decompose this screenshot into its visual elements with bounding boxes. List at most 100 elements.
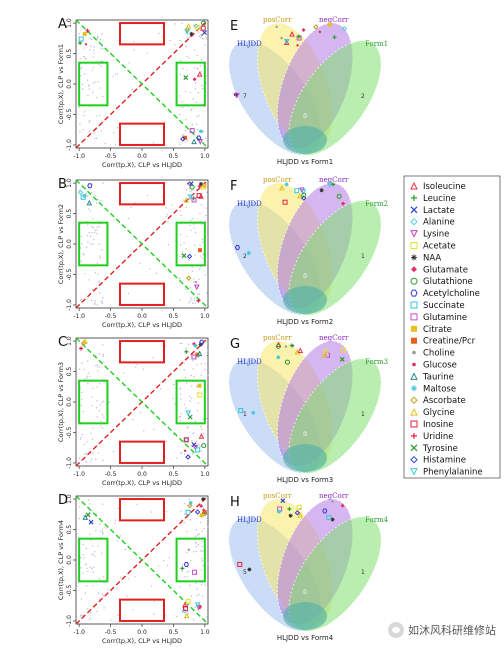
metabolite-point — [181, 253, 187, 259]
legend-label: Glucose — [423, 361, 457, 371]
background-point — [78, 368, 81, 370]
background-point — [165, 614, 167, 616]
background-point — [92, 82, 94, 84]
background-point — [90, 432, 92, 434]
background-point — [186, 571, 189, 573]
background-point — [91, 218, 94, 220]
background-point — [122, 372, 125, 374]
background-point — [91, 405, 93, 407]
background-point — [136, 503, 138, 506]
panel-letter: F — [230, 179, 237, 194]
metabolite-point — [340, 503, 345, 508]
background-point — [193, 67, 196, 69]
metabolite-point — [331, 182, 336, 187]
background-point — [189, 300, 191, 303]
background-point — [193, 223, 195, 225]
background-point — [99, 530, 102, 532]
background-point — [196, 534, 199, 536]
background-point — [104, 527, 107, 529]
background-point — [166, 564, 169, 566]
background-point — [134, 576, 136, 578]
background-point — [200, 569, 203, 572]
count-center: 0 — [303, 431, 307, 438]
metabolite-point — [279, 184, 285, 191]
background-point — [190, 109, 192, 112]
background-point — [195, 550, 197, 553]
background-point — [179, 143, 181, 145]
background-point — [82, 410, 84, 413]
background-point — [102, 120, 104, 123]
background-point — [79, 123, 81, 125]
metabolite-point — [197, 392, 203, 398]
x-tick-label: -0.5 — [105, 313, 117, 320]
background-point — [180, 413, 182, 415]
background-point — [201, 238, 204, 241]
background-point — [193, 244, 195, 246]
background-point — [88, 232, 91, 234]
background-point — [96, 262, 99, 265]
background-point — [183, 369, 185, 371]
background-point — [194, 420, 197, 423]
background-point — [198, 114, 200, 116]
background-point — [202, 38, 205, 40]
background-point — [179, 387, 182, 390]
background-point — [179, 73, 182, 76]
panel-letter: E — [230, 19, 238, 34]
background-point — [189, 584, 191, 586]
background-point — [179, 299, 181, 301]
red-box-bottom — [119, 282, 165, 306]
background-point — [98, 282, 101, 284]
metabolite-point — [194, 280, 198, 284]
background-point — [79, 299, 82, 301]
background-point — [86, 377, 88, 379]
legend-icon — [410, 313, 418, 321]
background-point — [163, 559, 165, 562]
background-point — [193, 619, 195, 621]
background-point — [116, 73, 119, 75]
set-label-hljdd: HLJDD — [237, 358, 262, 366]
metabolite-point — [78, 41, 83, 46]
background-point — [98, 63, 100, 66]
background-point — [91, 545, 94, 547]
ellipse-form — [288, 200, 382, 316]
background-point — [103, 361, 105, 363]
background-point — [167, 221, 169, 223]
background-point — [153, 613, 155, 615]
metabolite-point — [184, 27, 190, 33]
red-box-bottom — [119, 122, 165, 146]
metabolite-point — [198, 433, 205, 439]
scatter-panel-D: D -1.0-1.0 -0.5 -0.5 0.0 0.0 0.5 0.5 1.0 1.0 Corr(… — [57, 493, 210, 645]
metabolite-point — [183, 197, 190, 203]
metabolite-point — [183, 135, 188, 140]
background-point — [188, 498, 191, 501]
background-point — [120, 576, 122, 578]
background-point — [201, 545, 203, 548]
background-point — [96, 416, 99, 418]
background-point — [193, 281, 195, 284]
background-point — [126, 595, 129, 598]
background-point — [122, 539, 124, 541]
legend-frame — [403, 175, 501, 479]
metabolite-point — [341, 201, 346, 206]
background-point — [195, 101, 198, 103]
y-axis-label: Corr(tp,X), CLP vs Form2 — [57, 204, 65, 284]
metabolite-point — [201, 20, 207, 26]
red-box-bottom — [119, 440, 165, 464]
metabolite-point — [196, 135, 202, 141]
background-point — [204, 368, 206, 371]
background-point — [202, 252, 205, 255]
background-point — [152, 142, 155, 144]
legend-label: Phenylalanine — [423, 468, 483, 478]
background-point — [195, 529, 198, 531]
y-tick-label: 1.0 — [66, 178, 73, 188]
red-box-top — [119, 340, 165, 364]
background-point — [96, 304, 99, 306]
background-point — [204, 362, 206, 365]
background-point — [92, 243, 94, 245]
background-point — [80, 404, 82, 407]
metabolite-point — [79, 346, 84, 351]
background-point — [183, 522, 185, 524]
background-point — [82, 88, 84, 90]
background-point — [199, 244, 201, 246]
metabolite-point — [185, 454, 191, 460]
